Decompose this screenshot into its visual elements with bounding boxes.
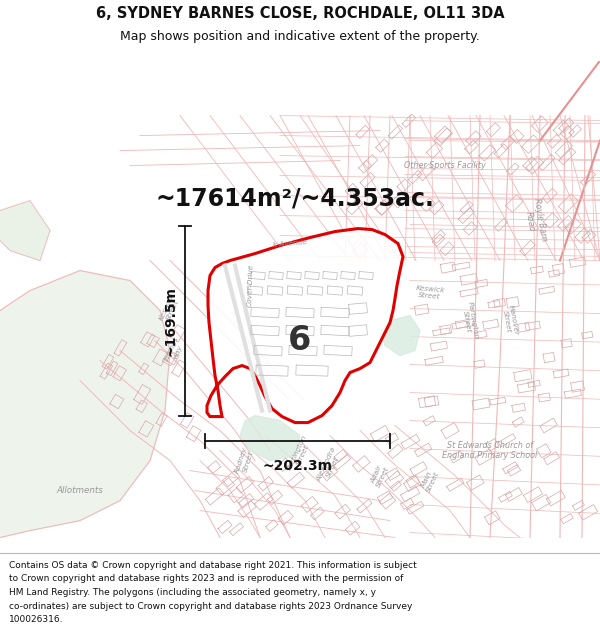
Text: HM Land Registry. The polygons (including the associated geometry, namely x, y: HM Land Registry. The polygons (includin… <box>9 588 376 597</box>
Text: Alexandra
Street: Alexandra Street <box>316 446 344 485</box>
Text: Innings
way: Innings way <box>164 336 187 366</box>
Text: ~17614m²/~4.353ac.: ~17614m²/~4.353ac. <box>155 186 434 211</box>
Text: Hanover
Street: Hanover Street <box>501 304 519 337</box>
Text: Partington
Street: Partington Street <box>286 434 314 474</box>
Text: k Avenue: k Avenue <box>272 239 307 248</box>
Text: Other Sports Facility: Other Sports Facility <box>404 161 486 170</box>
Text: Cover-Drive: Cover-Drive <box>246 264 254 308</box>
Text: Royle Barn
Road: Royle Barn Road <box>521 198 548 244</box>
Text: Map shows position and indicative extent of the property.: Map shows position and indicative extent… <box>120 30 480 43</box>
Polygon shape <box>0 201 50 261</box>
Text: ~169.5m: ~169.5m <box>163 286 177 356</box>
Text: Adair
Street: Adair Street <box>370 462 391 489</box>
Text: Partington
Street: Partington Street <box>460 301 480 341</box>
Text: Contains OS data © Crown copyright and database right 2021. This information is : Contains OS data © Crown copyright and d… <box>9 561 417 570</box>
Text: 6, SYDNEY BARNES CLOSE, ROCHDALE, OL11 3DA: 6, SYDNEY BARNES CLOSE, ROCHDALE, OL11 3… <box>95 6 505 21</box>
Text: St Edwards Church of
England Primary School: St Edwards Church of England Primary Sch… <box>442 441 538 460</box>
Text: Main
Street: Main Street <box>419 468 440 494</box>
Text: Allotments: Allotments <box>56 486 103 495</box>
Text: Keswick
Street: Keswick Street <box>158 292 182 324</box>
Text: 6: 6 <box>289 324 311 357</box>
Text: co-ordinates) are subject to Crown copyright and database rights 2023 Ordnance S: co-ordinates) are subject to Crown copyr… <box>9 602 412 611</box>
Polygon shape <box>207 229 403 422</box>
Text: to Crown copyright and database rights 2023 and is reproduced with the permissio: to Crown copyright and database rights 2… <box>9 574 403 584</box>
Text: 100026316.: 100026316. <box>9 616 64 624</box>
Text: Rodney
Street: Rodney Street <box>235 446 256 476</box>
Text: Keswick
Street: Keswick Street <box>415 285 445 300</box>
Polygon shape <box>382 316 420 356</box>
Text: ~202.3m: ~202.3m <box>263 459 332 472</box>
Polygon shape <box>0 271 170 538</box>
Polygon shape <box>240 416 300 461</box>
